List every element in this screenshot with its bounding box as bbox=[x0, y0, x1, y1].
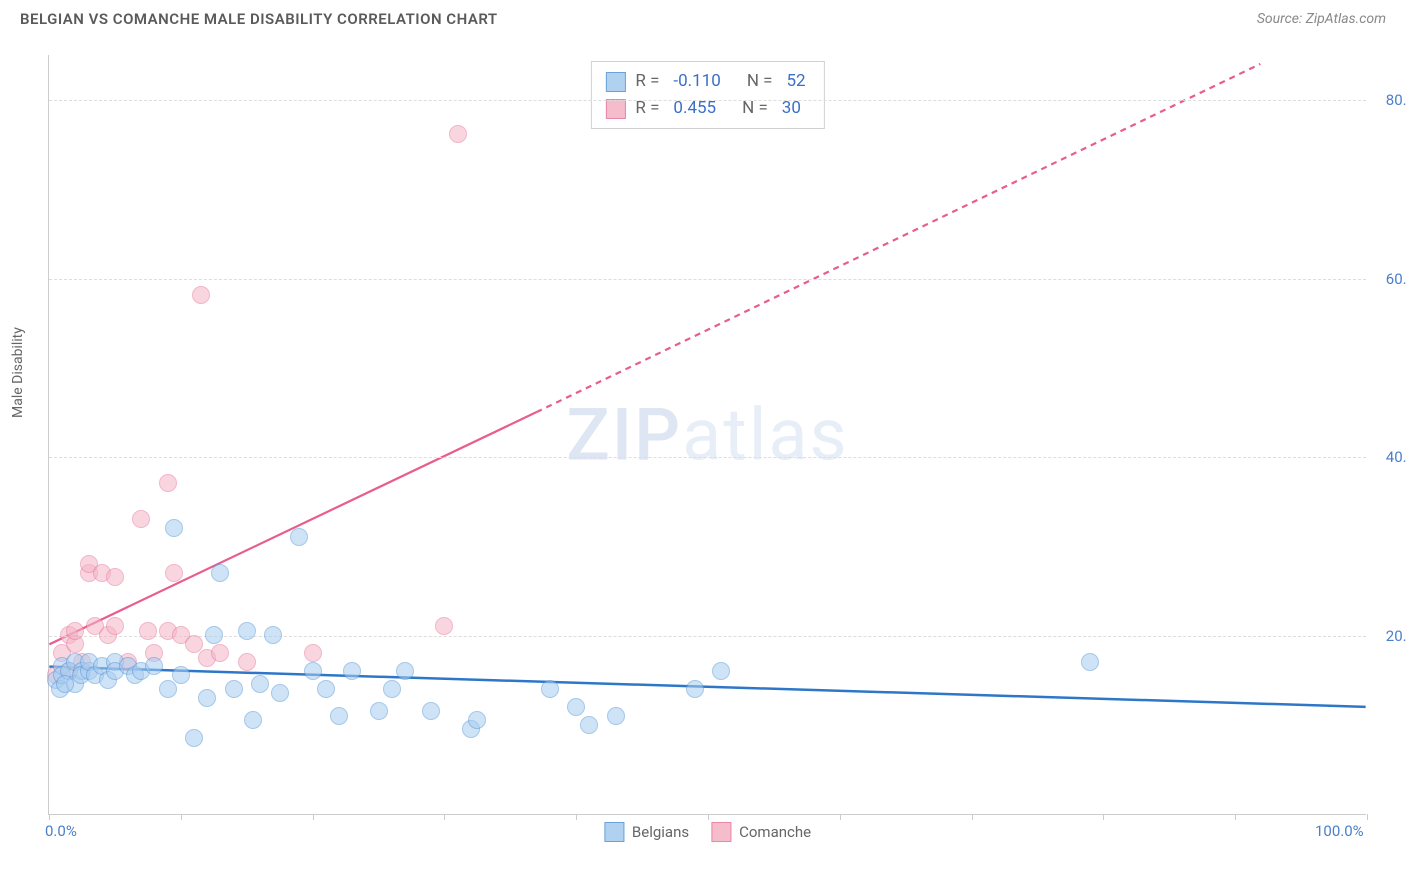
source-label: Source: ZipAtlas.com bbox=[1257, 11, 1386, 27]
scatter-point bbox=[330, 707, 348, 725]
y-axis-label: Male Disability bbox=[10, 327, 26, 418]
x-tick bbox=[576, 814, 577, 820]
x-tick-label: 0.0% bbox=[45, 822, 77, 840]
scatter-point bbox=[211, 644, 229, 662]
y-tick-label: 40.0% bbox=[1386, 448, 1406, 466]
scatter-point bbox=[165, 519, 183, 537]
gridline bbox=[49, 100, 1366, 101]
x-tick bbox=[1235, 814, 1236, 820]
scatter-point bbox=[56, 675, 74, 693]
scatter-point bbox=[205, 626, 223, 644]
r-value-belgians: -0.110 bbox=[673, 68, 720, 95]
x-tick bbox=[1103, 814, 1104, 820]
scatter-point bbox=[435, 617, 453, 635]
scatter-point bbox=[580, 716, 598, 734]
scatter-point bbox=[541, 680, 559, 698]
scatter-point bbox=[686, 680, 704, 698]
chart-plot-area: ZIPatlas R = -0.110 N = 52 R = 0.455 N =… bbox=[48, 55, 1366, 815]
swatch-belgians-icon bbox=[605, 72, 625, 92]
scatter-point bbox=[192, 286, 210, 304]
legend-label-belgians: Belgians bbox=[632, 823, 689, 841]
y-tick-label: 20.0% bbox=[1386, 627, 1406, 645]
scatter-point bbox=[422, 702, 440, 720]
x-tick bbox=[49, 814, 50, 820]
stats-legend: R = -0.110 N = 52 R = 0.455 N = 30 bbox=[590, 61, 824, 129]
swatch-comanche-icon bbox=[605, 99, 625, 119]
x-tick bbox=[444, 814, 445, 820]
scatter-point bbox=[145, 657, 163, 675]
y-tick-label: 60.0% bbox=[1386, 270, 1406, 288]
watermark-part2: atlas bbox=[682, 392, 849, 477]
x-tick-label: 100.0% bbox=[1315, 822, 1364, 840]
trend-lines-svg bbox=[49, 55, 1366, 814]
y-tick-label: 80.0% bbox=[1386, 91, 1406, 109]
watermark: ZIPatlas bbox=[566, 392, 848, 477]
scatter-point bbox=[607, 707, 625, 725]
scatter-point bbox=[712, 662, 730, 680]
scatter-point bbox=[132, 510, 150, 528]
x-tick bbox=[313, 814, 314, 820]
trend-line bbox=[49, 667, 1365, 707]
scatter-point bbox=[290, 528, 308, 546]
stats-row-belgians: R = -0.110 N = 52 bbox=[605, 68, 809, 95]
scatter-point bbox=[211, 564, 229, 582]
n-value-belgians: 52 bbox=[787, 68, 806, 95]
legend-item-comanche: Comanche bbox=[711, 822, 811, 842]
scatter-point bbox=[238, 653, 256, 671]
trend-line bbox=[49, 412, 536, 644]
x-tick bbox=[1367, 814, 1368, 820]
scatter-point bbox=[383, 680, 401, 698]
scatter-point bbox=[343, 662, 361, 680]
x-tick bbox=[181, 814, 182, 820]
chart-title: BELGIAN VS COMANCHE MALE DISABILITY CORR… bbox=[20, 10, 498, 28]
scatter-point bbox=[449, 125, 467, 143]
scatter-point bbox=[370, 702, 388, 720]
scatter-point bbox=[304, 662, 322, 680]
scatter-point bbox=[317, 680, 335, 698]
x-tick bbox=[972, 814, 973, 820]
gridline bbox=[49, 457, 1366, 458]
scatter-point bbox=[396, 662, 414, 680]
gridline bbox=[49, 279, 1366, 280]
scatter-point bbox=[185, 729, 203, 747]
scatter-point bbox=[66, 622, 84, 640]
scatter-point bbox=[264, 626, 282, 644]
series-legend: Belgians Comanche bbox=[604, 822, 811, 842]
scatter-point bbox=[225, 680, 243, 698]
scatter-point bbox=[172, 666, 190, 684]
swatch-belgians-icon bbox=[604, 822, 624, 842]
legend-label-comanche: Comanche bbox=[739, 823, 811, 841]
scatter-point bbox=[468, 711, 486, 729]
scatter-point bbox=[304, 644, 322, 662]
r-label: R = bbox=[635, 68, 659, 95]
scatter-point bbox=[106, 568, 124, 586]
scatter-point bbox=[198, 689, 216, 707]
scatter-point bbox=[251, 675, 269, 693]
scatter-point bbox=[139, 622, 157, 640]
scatter-point bbox=[1081, 653, 1099, 671]
scatter-point bbox=[238, 622, 256, 640]
scatter-point bbox=[106, 617, 124, 635]
n-label: N = bbox=[747, 68, 773, 95]
scatter-point bbox=[244, 711, 262, 729]
legend-item-belgians: Belgians bbox=[604, 822, 689, 842]
scatter-point bbox=[159, 474, 177, 492]
scatter-point bbox=[159, 680, 177, 698]
watermark-part1: ZIP bbox=[566, 392, 682, 477]
x-tick bbox=[708, 814, 709, 820]
scatter-point bbox=[165, 564, 183, 582]
x-tick bbox=[840, 814, 841, 820]
scatter-point bbox=[567, 698, 585, 716]
scatter-point bbox=[271, 684, 289, 702]
swatch-comanche-icon bbox=[711, 822, 731, 842]
